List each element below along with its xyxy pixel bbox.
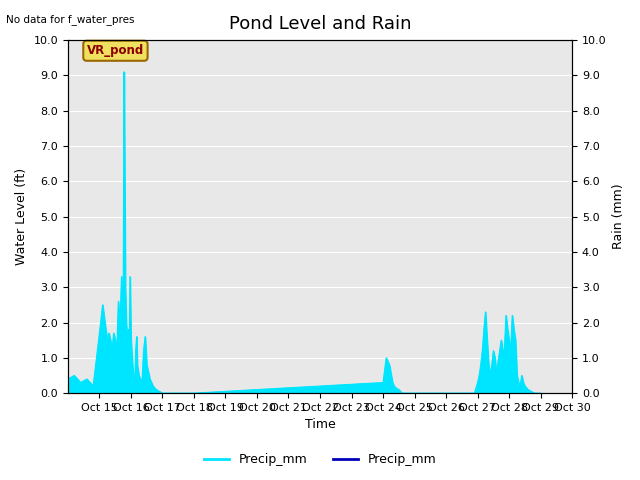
Y-axis label: Water Level (ft): Water Level (ft) [15,168,28,265]
Text: VR_pond: VR_pond [87,44,144,57]
Y-axis label: Rain (mm): Rain (mm) [612,184,625,250]
Legend: Precip_mm, Precip_mm: Precip_mm, Precip_mm [199,448,441,471]
Text: No data for f_water_pres: No data for f_water_pres [6,14,135,25]
X-axis label: Time: Time [305,419,335,432]
Title: Pond Level and Rain: Pond Level and Rain [228,15,412,33]
